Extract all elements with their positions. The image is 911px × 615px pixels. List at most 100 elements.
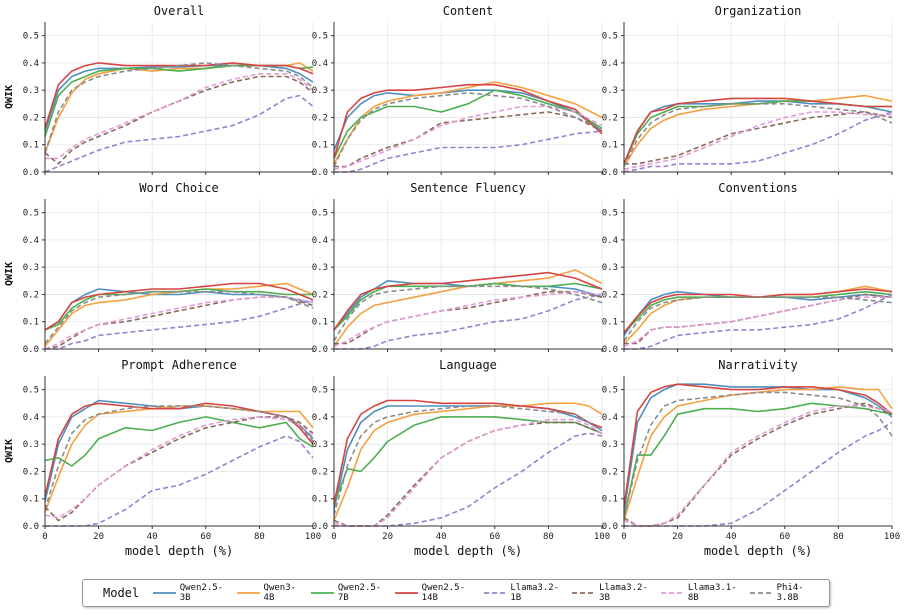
y-tick-label: 0.1 [602, 141, 618, 151]
panel-overall: 0.0 0.1 0.2 0.3 0.4 0.5 Overall QWIK [4, 4, 314, 178]
x-tick-label: 20 [93, 532, 104, 542]
x-tick-label: 0 [621, 532, 626, 542]
y-tick-label: 0.0 [312, 345, 328, 355]
legend-entry-qwen2-5-3b: Qwen2.5-3B [153, 583, 227, 603]
y-tick-label: 0.1 [23, 318, 39, 328]
y-tick-label: 0.0 [23, 522, 39, 532]
series-line-llama3-2-1b [44, 94, 314, 173]
series-line-llama3-2-3b [333, 421, 603, 527]
x-tick-label: 100 [884, 532, 900, 542]
y-tick-label: 0.1 [312, 141, 328, 151]
y-axis-label: QWIK [4, 262, 15, 286]
y-tick-label: 0.3 [23, 263, 39, 273]
y-tick-label: 0.4 [602, 236, 618, 246]
panel-title: Organization [715, 4, 802, 18]
panel-title: Sentence Fluency [410, 181, 526, 195]
legend-title: Model [103, 586, 140, 600]
series-line-phi4-3-8b [44, 290, 314, 345]
series-line-phi4-3-8b [333, 92, 603, 167]
legend-entry-qwen2-5-14b: Qwen2.5-14B [395, 583, 474, 603]
x-tick-label: 20 [382, 532, 393, 542]
legend-swatch [311, 592, 334, 594]
y-tick-label: 0.0 [602, 345, 618, 355]
x-axis-label: model depth (%) [125, 544, 233, 558]
y-tick-label: 0.3 [602, 440, 618, 450]
legend-label: Qwen2.5-3B [179, 583, 224, 603]
series-line-llama3-2-1b [334, 130, 603, 173]
y-tick-label: 0.4 [23, 413, 39, 423]
y-tick-label: 0.0 [23, 345, 39, 355]
y-tick-label: 0.4 [602, 59, 618, 69]
y-tick-label: 0.5 [23, 32, 39, 42]
x-tick-label: 80 [543, 532, 554, 542]
series-line-qwen2-5-3b [623, 383, 893, 513]
legend-label: Qwen3-4B [263, 583, 297, 603]
series-line-llama3-2-3b [334, 290, 603, 345]
x-tick-label: 0 [42, 532, 47, 542]
x-axis-label: model depth (%) [414, 544, 522, 558]
y-tick-label: 0.1 [23, 495, 39, 505]
legend-swatch [749, 592, 773, 594]
y-tick-label: 0.1 [602, 318, 618, 328]
legend-label: Qwen2.5-7B [337, 583, 382, 603]
x-tick-label: 100 [594, 532, 610, 542]
y-tick-label: 0.5 [602, 209, 618, 219]
x-tick-label: 60 [779, 532, 790, 542]
x-tick-label: 0 [331, 532, 336, 542]
series-line-qwen3-4b [44, 405, 314, 513]
x-tick-label: 20 [672, 532, 683, 542]
legend-label: Phi4-3.8B [776, 583, 804, 603]
series-line-llama3-2-1b [45, 435, 314, 527]
series-line-qwen2-5-7b [333, 89, 603, 159]
series-line-llama3-1-8b [44, 416, 314, 519]
y-tick-label: 0.3 [602, 86, 618, 96]
y-axis-label: QWIK [4, 85, 15, 109]
y-tick-label: 0.4 [312, 236, 328, 246]
series-line-qwen2-5-14b [44, 62, 314, 129]
y-tick-label: 0.5 [312, 209, 328, 219]
series-line-qwen2-5-14b [333, 83, 603, 159]
series-line-phi4-3-8b [623, 391, 893, 518]
series-line-qwen2-5-3b [333, 405, 603, 510]
y-tick-label: 0.2 [23, 467, 39, 477]
series-line-llama3-2-3b [44, 416, 314, 522]
legend-label: Qwen2.5-14B [421, 583, 466, 603]
panel-conventions: 0.0 0.1 0.2 0.3 0.4 0.5 Conventions [602, 181, 893, 355]
series-line-llama3-2-1b [624, 421, 893, 527]
series-line-qwen2-5-14b [333, 271, 603, 331]
legend-swatch [153, 592, 176, 594]
legend-entry-qwen2-5-7b: Qwen2.5-7B [311, 583, 385, 603]
y-tick-label: 0.0 [312, 168, 328, 178]
y-tick-label: 0.3 [312, 86, 328, 96]
series-line-llama3-2-1b [45, 299, 314, 350]
y-tick-label: 0.5 [602, 32, 618, 42]
x-tick-label: 40 [726, 532, 737, 542]
series-line-qwen2-5-3b [44, 288, 314, 331]
y-tick-label: 0.3 [312, 263, 328, 273]
panel-narrativity: 0.0 0.1 0.2 0.3 0.4 0.5 0 20 40 60 80 100 Narrativit… [602, 358, 900, 558]
y-tick-label: 0.5 [312, 32, 328, 42]
y-tick-label: 0.1 [23, 141, 39, 151]
series-line-qwen3-4b [623, 94, 893, 167]
series-line-llama3-1-8b [333, 290, 603, 348]
series-line-qwen3-4b [333, 81, 603, 165]
legend-label: Llama3.2-1B [510, 583, 560, 603]
y-tick-label: 0.4 [312, 413, 328, 423]
series-line-llama3-2-3b [44, 75, 314, 165]
y-tick-label: 0.3 [312, 440, 328, 450]
series-line-phi4-3-8b [44, 405, 314, 510]
legend-entry-qwen3-4b: Qwen3-4B [236, 583, 301, 603]
panel-prompt-adherence: 0.0 0.1 0.2 0.3 0.4 0.5 0 20 40 60 80 100 Prompt Adh… [4, 358, 321, 558]
panel-title: Word Choice [139, 181, 218, 195]
panel-sentence-fluency: 0.0 0.1 0.2 0.3 0.4 0.5 Sentence Fluency [312, 181, 603, 355]
series-line-phi4-3-8b [333, 285, 603, 342]
legend-entry-phi4-3-8b: Phi4-3.8B [749, 583, 819, 603]
figure: 0.00.10.20.30.40.5OverallQWIK0.00.10.20.… [4, 4, 900, 558]
legend-swatch [572, 592, 596, 594]
y-tick-label: 0.2 [312, 467, 328, 477]
x-tick-label: 100 [305, 532, 321, 542]
series-line-llama3-2-3b [623, 402, 893, 527]
series-line-phi4-3-8b [623, 296, 893, 342]
y-tick-label: 0.2 [602, 467, 618, 477]
legend-label: Llama3.2-3B [599, 583, 648, 603]
